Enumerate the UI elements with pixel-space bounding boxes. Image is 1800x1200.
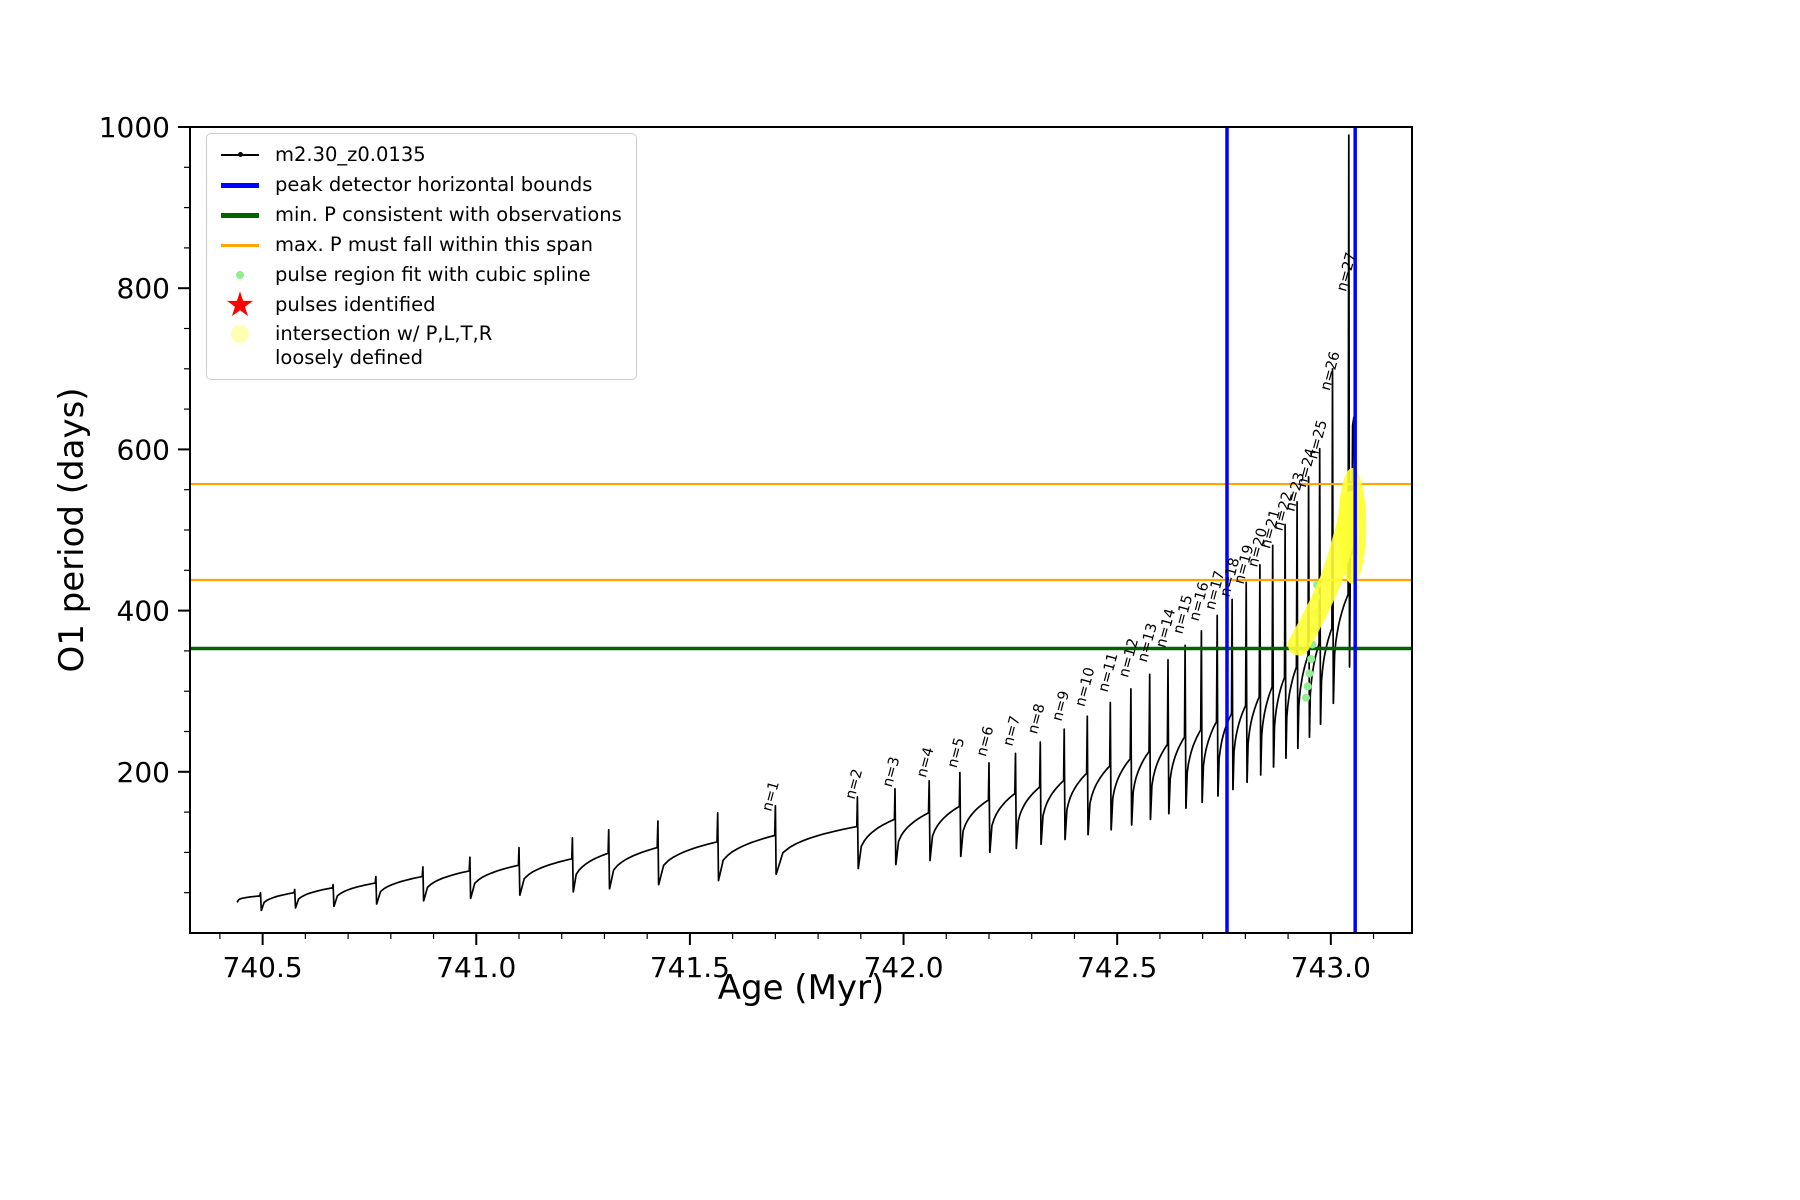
legend-item-label: min. P consistent with observations xyxy=(275,202,622,226)
legend-item-max-p: max. P must fall within this span xyxy=(217,232,622,258)
legend-item-label: peak detector horizontal bounds xyxy=(275,172,593,196)
x-tick-label: 741.5 xyxy=(650,951,730,984)
pulse-label: n=3 xyxy=(880,755,903,789)
peak-detector-bounds xyxy=(1225,127,1357,933)
series-curve xyxy=(236,134,1358,912)
x-tick-label: 742.0 xyxy=(863,951,943,984)
pulse-label: n=6 xyxy=(974,725,997,759)
legend-item-series: m2.30_z0.0135 xyxy=(217,142,622,168)
spline-point xyxy=(1302,693,1311,702)
legend-item-label: max. P must fall within this span xyxy=(275,232,594,256)
spline-point xyxy=(1305,669,1314,678)
y-tick-label: 1000 xyxy=(99,111,170,144)
pulse-label: n=10 xyxy=(1073,666,1099,709)
x-tick-label: 743.0 xyxy=(1291,951,1371,984)
pulse-label: n=2 xyxy=(843,767,866,801)
pulse-label: n=7 xyxy=(1000,714,1023,748)
x-tick-label: 741.0 xyxy=(436,951,516,984)
legend-item-label: pulses identified xyxy=(275,292,436,316)
pulse-labels: n=1 n=2 n=3 n=4 n=5 n=6 n=7 n=8 n=9 n=10n=11n=12n… xyxy=(759,251,1359,813)
x-axis-label: Age (Myr) xyxy=(717,968,885,1008)
guide-lines xyxy=(190,482,1412,651)
intersection-blob xyxy=(1338,467,1367,584)
pulse-label: n=1 xyxy=(759,779,782,813)
legend: m2.30_z0.0135 peak detector horizontal b… xyxy=(206,133,637,380)
legend-item-spline: pulse region fit with cubic spline xyxy=(217,262,622,288)
y-tick-label: 200 xyxy=(117,756,170,789)
green-line-icon xyxy=(217,212,263,218)
legend-item-label: pulse region fit with cubic spline xyxy=(275,262,591,286)
yellow-dot-icon xyxy=(217,325,263,343)
red-star-icon: ★ xyxy=(224,285,256,325)
pulse-label: n=25 xyxy=(1305,418,1331,461)
pulse-label: n=8 xyxy=(1025,702,1048,736)
series-line-marker-icon xyxy=(217,152,263,157)
green-dot-icon xyxy=(217,271,263,279)
y-axis-label: O1 period (days) xyxy=(52,387,92,673)
y-tick-label: 600 xyxy=(117,433,170,466)
orange-line-icon xyxy=(217,243,263,247)
series-m230-z00135 xyxy=(236,134,1358,912)
spline-point xyxy=(1307,654,1316,663)
legend-item-pulses: ★ pulses identified xyxy=(217,285,622,325)
axes-frame xyxy=(189,126,1413,934)
legend-item-label: intersection w/ P,L,T,R loosely defined xyxy=(275,322,493,370)
legend-item-peak-bounds: peak detector horizontal bounds xyxy=(217,172,622,198)
pulse-label: n=5 xyxy=(945,736,968,770)
axis-ticks: 740.5 741.0 741.5 742.0 742.5 743.0 200 400 600 8… xyxy=(99,111,1375,984)
legend-item-intersection: intersection w/ P,L,T,R loosely defined xyxy=(217,322,622,371)
x-tick-label: 742.5 xyxy=(1077,951,1157,984)
intersection-region xyxy=(1287,467,1367,656)
pulse-label: n=26 xyxy=(1318,350,1344,393)
pulse-label: n=9 xyxy=(1050,689,1073,723)
y-tick-label: 800 xyxy=(117,272,170,305)
spline-point xyxy=(1303,682,1312,691)
legend-item-min-p: min. P consistent with observations xyxy=(217,202,622,228)
pulse-label: n=4 xyxy=(914,746,937,780)
y-tick-label: 400 xyxy=(117,595,170,628)
legend-item-label: m2.30_z0.0135 xyxy=(275,142,426,166)
blue-line-icon xyxy=(217,182,263,188)
x-tick-label: 740.5 xyxy=(223,951,303,984)
